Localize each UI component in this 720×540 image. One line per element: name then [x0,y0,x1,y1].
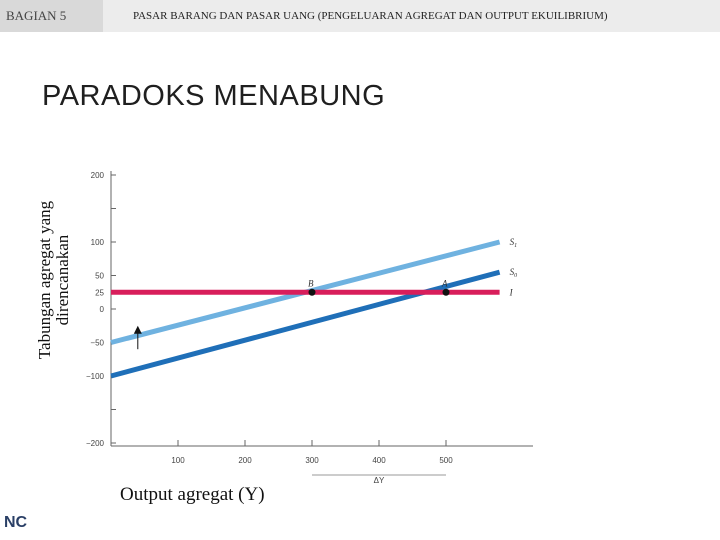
equilibrium-point-a [442,288,450,296]
x-tick-label: 200 [238,456,252,465]
y-tick-label: −200 [86,439,105,448]
x-axis-label: Output agregat (Y) [120,484,265,505]
chapter-title: PASAR BARANG DAN PASAR UANG (PENGELUARAN… [103,0,720,32]
chapter-label: BAGIAN 5 [0,0,103,32]
series-label-s1: S1 [510,237,517,249]
y-tick-label: 50 [95,272,104,281]
equilibrium-point-b [308,288,316,296]
header-bar: BAGIAN 5 PASAR BARANG DAN PASAR UANG (PE… [0,0,720,32]
y-tick-label: 200 [91,171,105,180]
series-label-s0: S0 [510,267,517,279]
slide-title: PARADOKS MENABUNG [42,80,386,112]
y-tick-label: −100 [86,372,105,381]
y-tick-label: 25 [95,288,104,297]
footer-logo: NC [4,514,28,531]
series-line-s0 [110,269,501,379]
x-tick-label: 100 [171,456,185,465]
y-tick-label: 0 [100,305,105,314]
equilibrium-label-b: B [308,278,314,288]
delta-y-label: ΔY [374,476,385,485]
x-tick-label: 500 [439,456,453,465]
series-label-i: I [509,287,514,297]
y-tick-label: −50 [90,339,104,348]
shift-arrow-head [133,325,142,334]
equilibrium-label-a: A [441,278,448,288]
y-tick-label: 100 [91,238,105,247]
x-tick-label: 300 [305,456,319,465]
x-tick-label: 400 [372,456,386,465]
